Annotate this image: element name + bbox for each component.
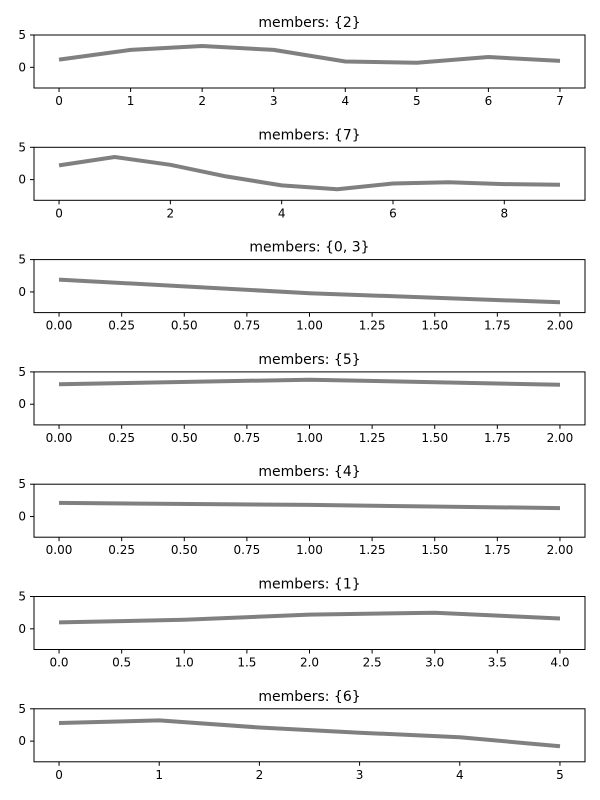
plot-frame xyxy=(33,259,586,314)
x-tick-label: 1.75 xyxy=(484,431,511,445)
plot-frame xyxy=(33,146,586,201)
y-tick-label: 5 xyxy=(18,140,26,154)
y-tick-label: 0 xyxy=(18,173,26,187)
subplot-7: members: {6} 0 1 2 3 4 5 0 5 xyxy=(18,689,586,782)
series-line xyxy=(58,155,561,192)
x-tick-label: 6 xyxy=(389,206,397,220)
subplot-3: members: {0, 3} 0.00 0.25 0.50 0.75 1.00 1.25 1… xyxy=(18,240,586,333)
x-tick-label: 2.0 xyxy=(300,656,319,670)
y-tick-label: 0 xyxy=(18,734,26,748)
subplot-title: members: {0, 3} xyxy=(249,240,369,256)
x-tick-label: 3 xyxy=(356,768,364,782)
series-line xyxy=(58,610,561,625)
y-tick-label: 5 xyxy=(18,365,26,379)
plot-frame xyxy=(33,34,586,89)
subplot-6: members: {1} 0.0 0.5 1.0 1.5 2.0 2.5 3.0 3.5 4.0 0… xyxy=(18,577,586,670)
y-tick-label: 0 xyxy=(18,60,26,74)
x-tick-label: 3 xyxy=(270,94,278,108)
x-tick-label: 0.00 xyxy=(46,431,73,445)
x-tick-label: 5 xyxy=(556,768,564,782)
x-tick-label: 1.00 xyxy=(296,543,323,557)
x-tick-label: 1.00 xyxy=(296,431,323,445)
y-tick-label: 5 xyxy=(18,28,26,42)
x-tick-label: 3.5 xyxy=(488,656,507,670)
x-tick-label: 1.50 xyxy=(421,319,448,333)
x-tick-label: 1.0 xyxy=(175,656,194,670)
y-tick-label: 5 xyxy=(18,590,26,604)
subplot-title: members: {1} xyxy=(258,577,360,593)
x-tick-label: 4 xyxy=(278,206,286,220)
series-line xyxy=(58,718,561,749)
x-tick-label: 6 xyxy=(485,94,493,108)
x-tick-label: 0.25 xyxy=(108,319,135,333)
x-tick-label: 0 xyxy=(55,206,63,220)
subplot-2: members: {7} 0 2 4 6 8 0 5 xyxy=(18,127,586,220)
y-tick-label: 5 xyxy=(18,253,26,267)
subplot-title: members: {6} xyxy=(258,689,360,705)
x-tick-label: 0.50 xyxy=(171,431,198,445)
x-tick-label: 0.5 xyxy=(112,656,131,670)
x-tick-label: 4 xyxy=(456,768,464,782)
y-tick-label: 0 xyxy=(18,285,26,299)
x-tick-label: 2 xyxy=(198,94,206,108)
x-tick-label: 1.75 xyxy=(484,319,511,333)
x-tick-label: 4 xyxy=(341,94,349,108)
plot-frame xyxy=(33,708,586,763)
subplot-title: members: {4} xyxy=(258,464,360,480)
x-tick-label: 0.00 xyxy=(46,319,73,333)
x-tick-label: 2 xyxy=(256,768,264,782)
x-tick-label: 0.25 xyxy=(108,543,135,557)
subplot-title: members: {7} xyxy=(258,127,360,143)
subplot-4: members: {5} 0.00 0.25 0.50 0.75 1.00 1.25 1.50… xyxy=(18,352,586,445)
y-tick-label: 5 xyxy=(18,702,26,716)
x-tick-label: 0 xyxy=(55,94,63,108)
x-tick-label: 5 xyxy=(413,94,421,108)
x-tick-label: 0.75 xyxy=(234,543,261,557)
x-tick-label: 1.50 xyxy=(421,431,448,445)
x-tick-label: 0.75 xyxy=(234,431,261,445)
x-tick-label: 2.00 xyxy=(547,431,574,445)
x-tick-label: 1.25 xyxy=(359,543,386,557)
x-tick-label: 0.50 xyxy=(171,319,198,333)
y-tick-label: 5 xyxy=(18,477,26,491)
x-tick-label: 0.75 xyxy=(234,319,261,333)
series-line xyxy=(58,44,561,65)
subplot-title: members: {2} xyxy=(258,15,360,31)
plot-frame xyxy=(33,483,586,538)
x-tick-label: 2.00 xyxy=(547,543,574,557)
x-tick-label: 1.25 xyxy=(359,431,386,445)
subplot-5: members: {4} 0.00 0.25 0.50 0.75 1.00 1.25 1.50… xyxy=(18,464,586,557)
x-tick-label: 1.75 xyxy=(484,543,511,557)
x-tick-label: 0 xyxy=(55,768,63,782)
x-tick-label: 1.50 xyxy=(421,543,448,557)
subplot-1: members: {2} 0 1 2 3 4 5 6 7 0 5 xyxy=(18,15,586,108)
x-tick-label: 1.25 xyxy=(359,319,386,333)
x-tick-label: 1.00 xyxy=(296,319,323,333)
x-tick-label: 7 xyxy=(556,94,564,108)
series-line xyxy=(58,500,561,511)
x-tick-label: 2 xyxy=(167,206,175,220)
y-tick-label: 0 xyxy=(18,397,26,411)
y-tick-label: 0 xyxy=(18,510,26,524)
x-tick-label: 0.25 xyxy=(108,431,135,445)
x-tick-label: 0.50 xyxy=(171,543,198,557)
series-line xyxy=(58,277,561,305)
y-tick-label: 0 xyxy=(18,622,26,636)
subplot-title: members: {5} xyxy=(258,352,360,368)
x-tick-label: 0.00 xyxy=(46,543,73,557)
series-line xyxy=(58,377,561,387)
x-tick-label: 1 xyxy=(127,94,135,108)
x-tick-label: 0.0 xyxy=(49,656,68,670)
x-tick-label: 1.5 xyxy=(237,656,256,670)
x-tick-label: 1 xyxy=(155,768,163,782)
x-tick-label: 2.5 xyxy=(363,656,382,670)
x-tick-label: 4.0 xyxy=(550,656,569,670)
x-tick-label: 3.0 xyxy=(425,656,444,670)
x-tick-label: 2.00 xyxy=(547,319,574,333)
x-tick-label: 8 xyxy=(500,206,508,220)
